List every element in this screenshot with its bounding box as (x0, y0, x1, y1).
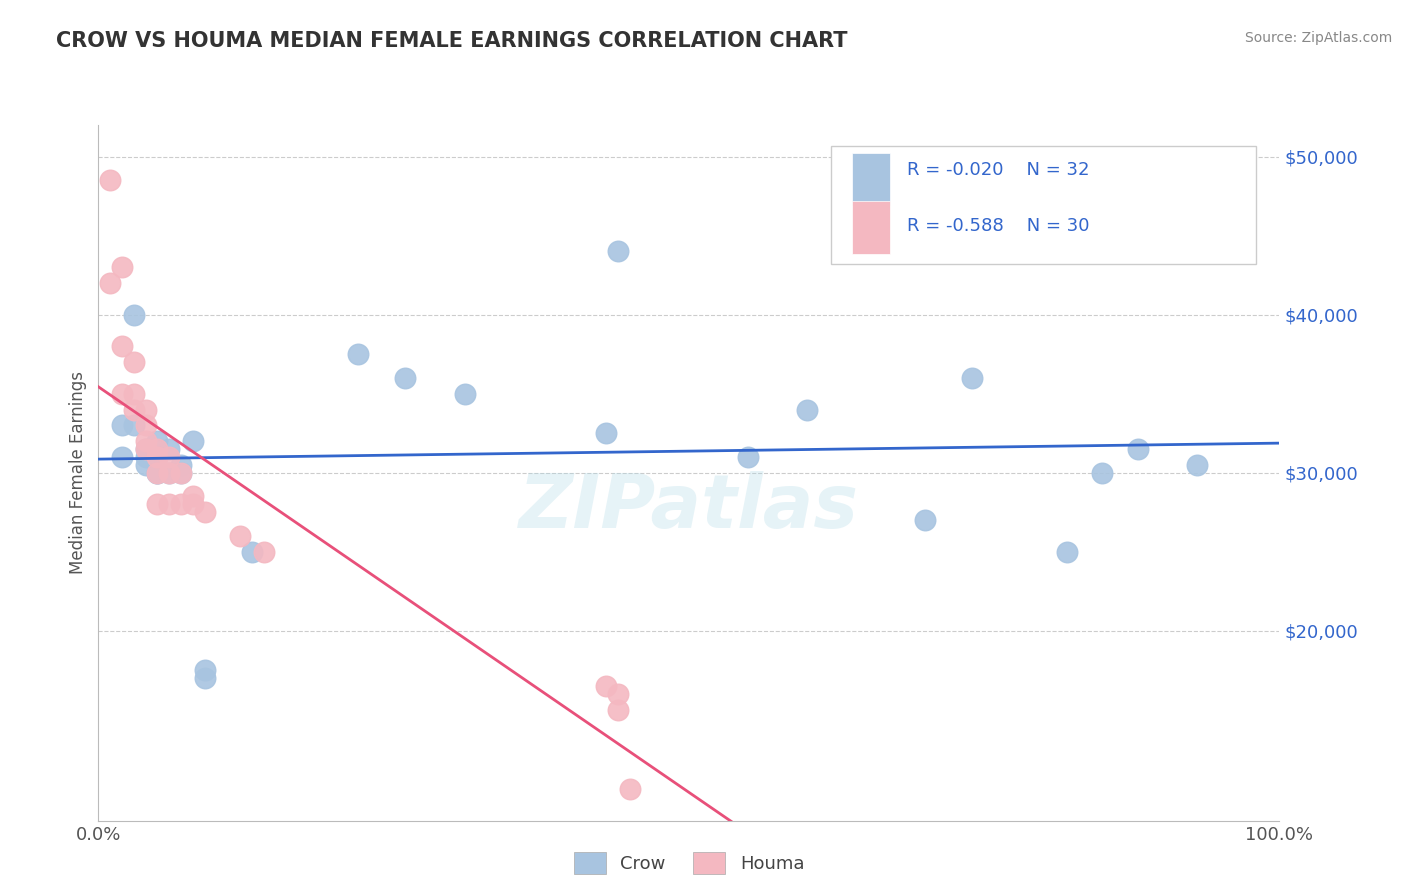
Point (607, 244, 630, 259)
Point (607, 703, 630, 717)
Point (157, 466, 180, 480)
FancyBboxPatch shape (852, 202, 890, 253)
Text: Source: ZipAtlas.com: Source: ZipAtlas.com (1244, 31, 1392, 45)
Point (135, 402, 157, 417)
Point (146, 466, 169, 480)
Point (111, 386, 134, 401)
FancyBboxPatch shape (831, 145, 1256, 264)
Point (135, 442, 157, 456)
Text: R = -0.588    N = 30: R = -0.588 N = 30 (907, 217, 1090, 235)
Y-axis label: Median Female Earnings: Median Female Earnings (69, 371, 87, 574)
Point (122, 386, 145, 401)
Point (453, 386, 475, 401)
Point (229, 529, 252, 543)
Point (170, 458, 193, 472)
Point (796, 402, 818, 417)
Point (135, 450, 157, 464)
Point (146, 442, 169, 456)
Point (135, 434, 157, 449)
Point (181, 434, 204, 449)
Point (253, 545, 276, 559)
Point (194, 671, 217, 685)
Point (240, 545, 263, 559)
Point (170, 466, 193, 480)
Point (181, 490, 204, 504)
Point (1126, 442, 1149, 456)
Point (1091, 466, 1114, 480)
Point (1056, 545, 1078, 559)
Point (98, 173, 121, 187)
Point (135, 418, 157, 433)
Point (170, 466, 193, 480)
Point (737, 450, 759, 464)
Legend: Crow, Houma: Crow, Houma (567, 845, 811, 881)
FancyBboxPatch shape (852, 153, 890, 205)
Text: R = -0.020    N = 32: R = -0.020 N = 32 (907, 161, 1090, 179)
Point (122, 308, 145, 322)
Point (157, 442, 180, 456)
Point (98, 276, 121, 290)
Point (347, 347, 370, 361)
Point (146, 466, 169, 480)
Point (194, 664, 217, 678)
Point (146, 450, 169, 464)
Point (181, 497, 204, 511)
Point (146, 434, 169, 449)
Point (595, 426, 617, 441)
Point (122, 355, 145, 369)
Point (135, 458, 157, 472)
Point (157, 466, 180, 480)
Point (111, 260, 134, 275)
Point (194, 505, 217, 519)
Point (111, 418, 134, 433)
Point (595, 679, 617, 693)
Point (170, 497, 193, 511)
Point (111, 450, 134, 464)
Point (619, 782, 641, 797)
Point (962, 371, 984, 385)
Text: ZIPatlas: ZIPatlas (519, 471, 859, 544)
Point (146, 497, 169, 511)
Point (157, 497, 180, 511)
Point (146, 466, 169, 480)
Point (111, 339, 134, 353)
Point (1185, 458, 1208, 472)
Text: CROW VS HOUMA MEDIAN FEMALE EARNINGS CORRELATION CHART: CROW VS HOUMA MEDIAN FEMALE EARNINGS COR… (56, 31, 848, 51)
Point (146, 450, 169, 464)
Point (394, 371, 416, 385)
Point (122, 402, 145, 417)
Point (122, 418, 145, 433)
Point (607, 687, 630, 701)
Point (135, 442, 157, 456)
Point (157, 450, 180, 464)
Point (914, 513, 936, 527)
